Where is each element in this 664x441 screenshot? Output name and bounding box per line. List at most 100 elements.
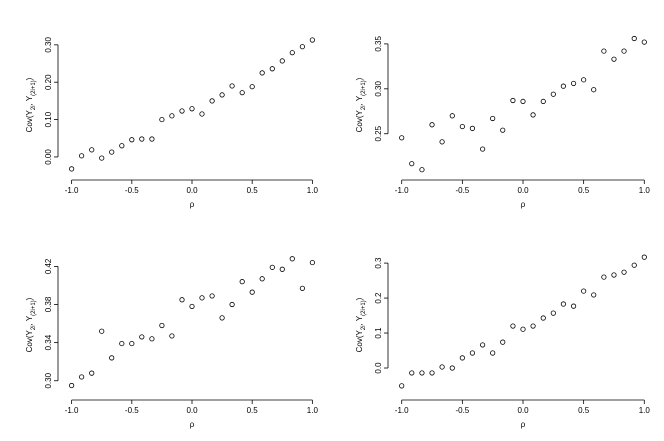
y-axis-label-subscript: (2i+1): [361, 300, 367, 316]
point: [179, 297, 185, 303]
y-axis-label: Cov(Y2i, Y(2i+1)): [25, 297, 37, 352]
point: [560, 83, 566, 89]
y-axis-label-subscript: (2i+1): [361, 80, 367, 96]
point: [269, 264, 275, 270]
point: [480, 342, 486, 348]
point: [490, 115, 496, 122]
point: [641, 39, 647, 45]
point: [249, 84, 255, 90]
y-axis-label-part: ): [25, 77, 34, 80]
x-tick-label: -1.0: [395, 406, 409, 415]
point: [399, 383, 405, 389]
point: [601, 48, 607, 54]
y-axis-label-subscript: (2i+1): [31, 80, 37, 96]
y-tick-label: 0.38: [44, 296, 53, 312]
point: [149, 136, 155, 142]
point: [601, 274, 607, 280]
y-axis-label-part: Cov(Y: [355, 329, 364, 352]
point: [480, 146, 486, 152]
point: [219, 315, 225, 321]
x-tick-label: -0.5: [125, 186, 139, 195]
point: [429, 122, 435, 128]
point: [439, 364, 445, 370]
point: [159, 322, 165, 329]
point: [520, 326, 526, 332]
point: [89, 370, 95, 376]
y-tick-label: 0.10: [44, 111, 53, 127]
point: [139, 136, 145, 142]
point: [279, 266, 285, 272]
point: [429, 370, 435, 376]
y-axis-label-subscript: 2i: [31, 325, 37, 330]
y-axis-label-part: , Y: [25, 315, 34, 325]
point: [259, 276, 265, 282]
point: [289, 50, 295, 56]
point: [309, 259, 315, 266]
y-tick-label: 0.25: [374, 125, 383, 141]
point: [459, 123, 465, 130]
point: [490, 350, 496, 356]
point: [550, 91, 556, 97]
x-tick-label: 0.5: [578, 186, 590, 195]
point: [469, 125, 476, 131]
x-tick-label: 0.0: [517, 186, 529, 195]
point: [139, 334, 145, 340]
point: [631, 262, 637, 268]
x-tick-label: -0.5: [455, 186, 469, 195]
point: [239, 90, 245, 96]
point: [119, 143, 125, 149]
point: [79, 153, 85, 159]
point: [189, 106, 195, 112]
point: [169, 113, 175, 119]
point: [259, 70, 265, 76]
point: [510, 97, 516, 104]
y-axis-label: Cov(Y2i, Y(2i+1)): [355, 77, 367, 132]
y-tick-label: 0.1: [374, 327, 383, 339]
point: [149, 336, 155, 342]
x-tick-label: 1.0: [639, 186, 651, 195]
y-tick-label: 0.30: [44, 372, 53, 388]
x-axis-label: ρ: [521, 420, 526, 429]
y-tick-label: 0.0: [374, 362, 383, 374]
y-axis-label-part: ): [25, 297, 34, 300]
point: [99, 155, 105, 161]
y-tick-label: 0.2: [374, 292, 383, 304]
x-tick-label: 1.0: [639, 406, 651, 415]
x-tick-label: -0.5: [125, 406, 139, 415]
panel: -1.0 -0.5 0.0 0.5 1.0 ρ 0.00 0.10 0.20 0.30 Cov(Y2…: [25, 37, 318, 209]
y-axis-label-part: ): [355, 297, 364, 300]
point: [399, 135, 405, 141]
point: [189, 303, 195, 310]
point: [591, 87, 597, 93]
x-tick-label: 1.0: [307, 186, 319, 195]
point: [179, 108, 185, 114]
point: [469, 350, 476, 356]
point: [199, 111, 205, 117]
x-tick-label: 0.5: [247, 406, 259, 415]
y-axis-label-subscript: 2i: [361, 325, 367, 330]
y-axis-label-subscript: (2i+1): [31, 300, 37, 316]
y-axis-label-part: Cov(Y: [25, 109, 34, 132]
point: [129, 137, 135, 143]
x-tick-label: 0.0: [186, 406, 198, 415]
point: [550, 310, 556, 316]
point: [79, 374, 85, 380]
point: [199, 295, 205, 301]
point: [631, 35, 637, 42]
point: [530, 323, 536, 329]
y-tick-label: 0.35: [374, 36, 383, 52]
point: [69, 382, 75, 389]
y-tick-label: 0.3: [374, 257, 383, 269]
point: [449, 365, 455, 371]
point: [439, 139, 445, 145]
y-tick-label: 0.30: [374, 80, 383, 96]
point: [611, 56, 617, 62]
point: [621, 269, 627, 275]
y-axis-label-part: , Y: [355, 95, 364, 105]
y-axis-label: Cov(Y2i, Y(2i+1)): [355, 297, 367, 352]
x-axis-label: ρ: [190, 200, 195, 209]
point: [459, 355, 465, 361]
point: [159, 116, 165, 123]
point: [419, 167, 425, 173]
point: [449, 113, 455, 119]
